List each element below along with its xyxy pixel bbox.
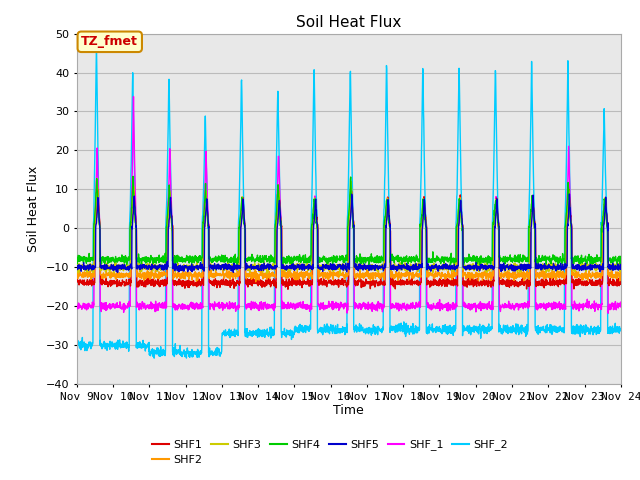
SHF_1 xyxy=(507,306,515,312)
SHF1 xyxy=(94,186,102,192)
SHF_1 xyxy=(569,303,577,309)
SHF_1 xyxy=(365,303,372,309)
Line: SHF2: SHF2 xyxy=(77,185,621,282)
SHF_1 xyxy=(73,303,81,309)
SHF3 xyxy=(225,265,232,271)
SHF2 xyxy=(252,279,260,285)
SHF1 xyxy=(617,281,625,287)
SHF5 xyxy=(566,191,573,197)
SHF1 xyxy=(225,280,232,286)
SHF_2 xyxy=(150,355,158,361)
SHF2 xyxy=(508,275,515,280)
SHF4 xyxy=(365,257,372,263)
SHF3 xyxy=(584,265,592,271)
SHF2 xyxy=(73,274,81,280)
SHF3 xyxy=(336,271,344,277)
SHF3 xyxy=(570,262,577,267)
SHF2 xyxy=(377,271,385,277)
SHF1 xyxy=(377,274,385,280)
SHF_2 xyxy=(617,328,625,334)
SHF4 xyxy=(376,256,384,262)
Line: SHF_2: SHF_2 xyxy=(77,44,621,358)
SHF2 xyxy=(617,268,625,274)
SHF4 xyxy=(570,260,577,266)
SHF_2 xyxy=(584,329,592,335)
SHF4 xyxy=(617,261,625,266)
SHF4 xyxy=(584,256,592,262)
Line: SHF5: SHF5 xyxy=(77,194,621,273)
Line: SHF_1: SHF_1 xyxy=(77,96,621,313)
X-axis label: Time: Time xyxy=(333,405,364,418)
Y-axis label: Soil Heat Flux: Soil Heat Flux xyxy=(27,166,40,252)
SHF1 xyxy=(365,279,372,285)
SHF1 xyxy=(570,278,577,284)
SHF5 xyxy=(73,263,81,269)
SHF_1 xyxy=(617,299,625,305)
Line: SHF4: SHF4 xyxy=(77,176,621,265)
SHF3 xyxy=(508,264,515,269)
SHF4 xyxy=(73,259,81,264)
SHF5 xyxy=(507,264,515,270)
SHF3 xyxy=(73,264,81,269)
SHF2 xyxy=(365,273,372,278)
SHF_2 xyxy=(365,324,372,330)
SHF5 xyxy=(570,262,577,267)
SHF3 xyxy=(93,176,101,181)
SHF4 xyxy=(129,173,137,179)
SHF_1 xyxy=(376,302,384,308)
SHF_1 xyxy=(130,94,138,99)
SHF2 xyxy=(348,182,355,188)
SHF_2 xyxy=(225,333,233,338)
SHF5 xyxy=(225,264,232,269)
SHF3 xyxy=(617,263,625,268)
SHF1 xyxy=(508,277,515,283)
SHF_2 xyxy=(508,327,515,333)
SHF4 xyxy=(508,256,515,262)
SHF_1 xyxy=(225,306,232,312)
SHF_2 xyxy=(377,327,385,333)
SHF4 xyxy=(225,257,232,263)
SHF_2 xyxy=(73,343,81,348)
SHF_2 xyxy=(93,41,100,47)
SHF5 xyxy=(584,265,592,271)
SHF_2 xyxy=(570,323,577,329)
SHF3 xyxy=(377,263,385,269)
SHF2 xyxy=(570,272,577,278)
SHF5 xyxy=(365,264,372,270)
Legend: SHF1, SHF2, SHF3, SHF4, SHF5, SHF_1, SHF_2: SHF1, SHF2, SHF3, SHF4, SHF5, SHF_1, SHF… xyxy=(148,435,513,469)
Line: SHF1: SHF1 xyxy=(77,189,621,289)
Line: SHF3: SHF3 xyxy=(77,179,621,274)
SHF2 xyxy=(584,273,592,278)
SHF5 xyxy=(376,264,384,270)
SHF5 xyxy=(114,270,122,276)
SHF2 xyxy=(225,274,232,279)
SHF1 xyxy=(584,281,592,287)
Text: TZ_fmet: TZ_fmet xyxy=(81,36,138,48)
SHF4 xyxy=(447,262,454,268)
SHF3 xyxy=(365,268,372,274)
SHF_1 xyxy=(584,302,592,308)
SHF1 xyxy=(284,287,292,292)
Title: Soil Heat Flux: Soil Heat Flux xyxy=(296,15,401,30)
SHF1 xyxy=(73,277,81,283)
SHF_1 xyxy=(604,311,612,316)
SHF5 xyxy=(617,266,625,272)
